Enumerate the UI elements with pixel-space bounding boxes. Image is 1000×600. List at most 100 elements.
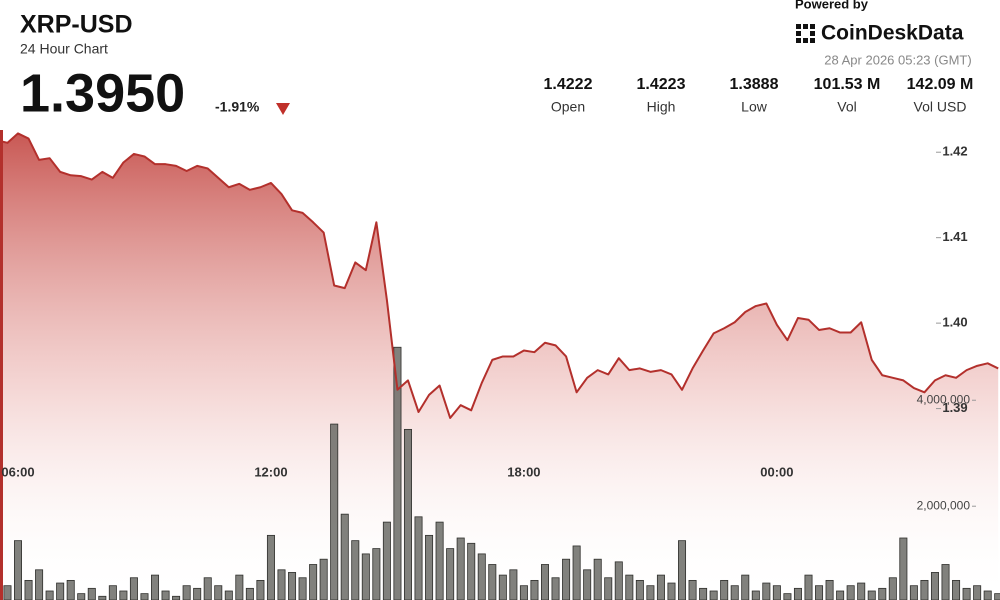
y2-tick-label: 4,000,000 — [917, 392, 971, 406]
volume-bar — [45, 590, 54, 600]
stat-label: Low — [741, 99, 768, 115]
volume-bar — [541, 564, 550, 600]
volume-bar — [351, 540, 360, 600]
volume-bar — [709, 590, 718, 600]
volume-bar — [983, 590, 992, 600]
volume-bar — [646, 585, 655, 600]
powered-by: Powered by — [795, 0, 869, 11]
volume-bar — [456, 537, 465, 600]
price-change: -1.91% — [215, 99, 260, 115]
volume-bar — [678, 540, 687, 600]
y-tick-label: 1.42 — [942, 144, 967, 159]
volume-bar — [403, 428, 412, 600]
y-tick-label: 1.40 — [942, 315, 967, 330]
volume-bar — [151, 574, 160, 600]
volume-bar — [667, 582, 676, 600]
volume-bar — [635, 579, 644, 600]
volume-bar — [288, 572, 297, 600]
stat-label: Vol — [837, 99, 856, 115]
volume-bar — [98, 595, 107, 600]
volume-bar — [909, 585, 918, 600]
volume-bar — [330, 423, 339, 600]
volume-bar — [235, 574, 244, 600]
volume-bar — [762, 582, 771, 600]
x-tick-label: 12:00 — [254, 464, 287, 479]
volume-bar — [846, 585, 855, 600]
volume-bar — [372, 548, 381, 600]
volume-bar — [361, 553, 370, 600]
volume-bar — [751, 590, 760, 600]
volume-bar — [298, 577, 307, 600]
volume-bar — [656, 574, 665, 600]
volume-bar — [878, 587, 887, 600]
price-line — [0, 132, 999, 419]
volume-bar — [340, 513, 349, 600]
brand-name: CoinDeskData — [821, 22, 964, 45]
x-tick-label: 18:00 — [507, 464, 540, 479]
volume-bar — [625, 574, 634, 600]
volume-bar — [108, 585, 117, 600]
volume-bar — [699, 587, 708, 600]
volume-bar — [35, 569, 44, 600]
volume-bar — [783, 593, 792, 600]
volume-bar — [572, 545, 581, 600]
stat-value: 1.4222 — [544, 76, 593, 93]
stat-value: 142.09 M — [907, 76, 974, 93]
volume-bar — [730, 585, 739, 600]
volume-bar — [825, 579, 834, 600]
price-area — [0, 133, 999, 600]
down-arrow — [276, 103, 290, 115]
volume-bar — [277, 569, 286, 600]
volume-bar — [414, 516, 423, 600]
volume-bar — [266, 534, 275, 600]
volume-bar — [488, 564, 497, 600]
volume-bar — [804, 574, 813, 600]
volume-bar — [245, 587, 254, 600]
volume-bar — [899, 537, 908, 600]
volume-bar — [161, 590, 170, 600]
volume-bar — [56, 582, 65, 600]
volume-bar — [867, 590, 876, 600]
volume-bar — [772, 585, 781, 600]
stat-label: Open — [551, 99, 585, 115]
volume-bar — [688, 579, 697, 600]
volume-bar — [140, 593, 149, 600]
stat-value: 1.4223 — [637, 76, 686, 93]
volume-bar — [13, 540, 22, 600]
volume-bar — [319, 558, 328, 600]
volume-bar — [182, 585, 191, 600]
stat-value: 1.3888 — [730, 76, 779, 93]
volume-bar — [77, 593, 86, 600]
volume-bar — [593, 558, 602, 600]
brand-logo — [796, 24, 815, 43]
volume-bar — [66, 579, 75, 600]
volume-bar — [172, 595, 181, 600]
volume-bar — [741, 574, 750, 600]
volume-bar — [435, 521, 444, 600]
volume-bar — [87, 587, 96, 600]
volume-bar — [24, 579, 33, 600]
volume-bar — [203, 577, 212, 600]
volume-bar — [256, 579, 265, 600]
volume-bar — [467, 542, 476, 600]
volume-bar — [530, 579, 539, 600]
stat-label: High — [647, 99, 676, 115]
volume-bar — [604, 577, 613, 600]
volume-bar — [3, 585, 12, 600]
volume-bar — [309, 564, 318, 600]
title: XRP-USD — [20, 11, 133, 39]
volume-bar — [551, 577, 560, 600]
volume-bar — [815, 585, 824, 600]
x-tick-label: 00:00 — [760, 464, 793, 479]
volume-bar — [836, 590, 845, 600]
volume-bar — [888, 577, 897, 600]
y-tick-label: 1.39 — [942, 400, 967, 415]
subtitle: 24 Hour Chart — [20, 41, 108, 57]
stat-value: 101.53 M — [814, 76, 881, 93]
plot-area — [0, 132, 1000, 600]
volume-bar — [214, 585, 223, 600]
volume-bar — [119, 590, 128, 600]
volume-bar — [962, 587, 971, 600]
volume-bar — [425, 534, 434, 600]
